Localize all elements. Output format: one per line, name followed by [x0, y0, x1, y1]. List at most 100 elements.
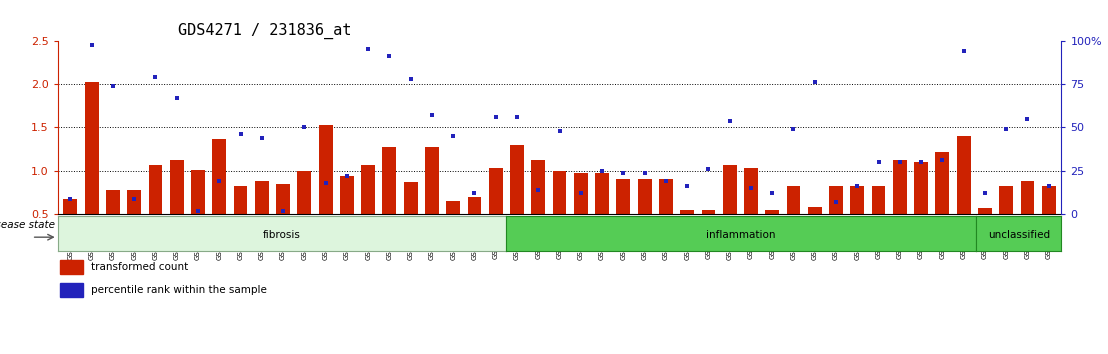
Bar: [935, 152, 950, 214]
Point: [1018, 116, 1036, 122]
Bar: [60, 284, 83, 297]
Bar: [914, 162, 929, 214]
Point: [146, 74, 164, 80]
Point: [62, 196, 80, 202]
Bar: [510, 145, 524, 214]
Point: [806, 80, 823, 85]
Point: [125, 196, 143, 201]
Point: [317, 180, 335, 186]
Point: [912, 159, 930, 165]
Point: [338, 173, 356, 179]
Bar: [106, 190, 120, 214]
Text: percentile rank within the sample: percentile rank within the sample: [91, 285, 266, 295]
Bar: [447, 201, 460, 214]
Text: GDS4271 / 231836_at: GDS4271 / 231836_at: [178, 23, 351, 39]
Bar: [403, 182, 418, 214]
Point: [636, 170, 654, 175]
Point: [615, 170, 633, 175]
Bar: [255, 181, 269, 214]
Point: [870, 159, 888, 165]
Bar: [616, 179, 630, 214]
Point: [253, 135, 270, 141]
Point: [380, 53, 398, 59]
Bar: [340, 176, 353, 214]
Bar: [468, 197, 481, 214]
Point: [296, 125, 314, 130]
Point: [402, 76, 420, 82]
Point: [572, 190, 589, 196]
Bar: [63, 199, 78, 214]
Point: [509, 114, 526, 120]
Bar: [701, 210, 716, 214]
Bar: [276, 184, 290, 214]
Bar: [680, 210, 694, 214]
Point: [104, 83, 122, 88]
Bar: [127, 190, 141, 214]
Point: [232, 132, 249, 137]
Bar: [1042, 185, 1056, 214]
Bar: [60, 261, 83, 274]
Bar: [425, 147, 439, 214]
Point: [828, 199, 845, 205]
Bar: [956, 136, 971, 214]
Text: unclassified: unclassified: [987, 230, 1049, 240]
Point: [849, 184, 866, 189]
Bar: [808, 207, 822, 214]
Point: [784, 126, 802, 132]
Bar: [213, 139, 226, 214]
Point: [83, 42, 101, 48]
Point: [423, 113, 441, 118]
Bar: [745, 168, 758, 214]
Point: [189, 208, 207, 213]
Bar: [999, 185, 1013, 214]
Text: transformed count: transformed count: [91, 262, 188, 272]
Bar: [722, 165, 737, 214]
Point: [167, 95, 185, 101]
Point: [593, 168, 611, 174]
Point: [530, 187, 547, 193]
Bar: [84, 82, 99, 214]
Bar: [872, 185, 885, 214]
Point: [891, 159, 909, 165]
Bar: [148, 165, 163, 214]
Point: [699, 166, 717, 172]
Point: [657, 178, 675, 184]
Bar: [574, 173, 587, 214]
Point: [444, 133, 462, 139]
Point: [955, 48, 973, 54]
Bar: [58, 41, 1061, 214]
Bar: [787, 187, 800, 214]
Bar: [595, 173, 609, 214]
Bar: [766, 210, 779, 214]
Bar: [361, 165, 375, 214]
Bar: [382, 147, 397, 214]
Text: fibrosis: fibrosis: [263, 230, 300, 240]
Bar: [553, 171, 566, 214]
Bar: [659, 179, 673, 214]
Point: [976, 190, 994, 196]
Point: [211, 178, 228, 184]
Point: [678, 184, 696, 189]
Point: [721, 118, 739, 123]
Bar: [319, 125, 332, 214]
Point: [1039, 183, 1057, 188]
Point: [763, 190, 781, 196]
Point: [359, 46, 377, 52]
Point: [997, 126, 1015, 132]
Point: [486, 114, 504, 120]
Point: [465, 190, 483, 196]
Bar: [638, 179, 652, 214]
Bar: [234, 187, 247, 214]
Point: [934, 158, 952, 163]
Text: inflammation: inflammation: [706, 230, 776, 240]
Bar: [1020, 181, 1035, 214]
Bar: [532, 160, 545, 214]
Bar: [191, 170, 205, 214]
Point: [742, 185, 760, 191]
Bar: [489, 168, 503, 214]
Bar: [170, 160, 184, 214]
Point: [551, 128, 568, 134]
Bar: [297, 171, 311, 214]
Point: [274, 208, 291, 213]
Bar: [978, 208, 992, 214]
